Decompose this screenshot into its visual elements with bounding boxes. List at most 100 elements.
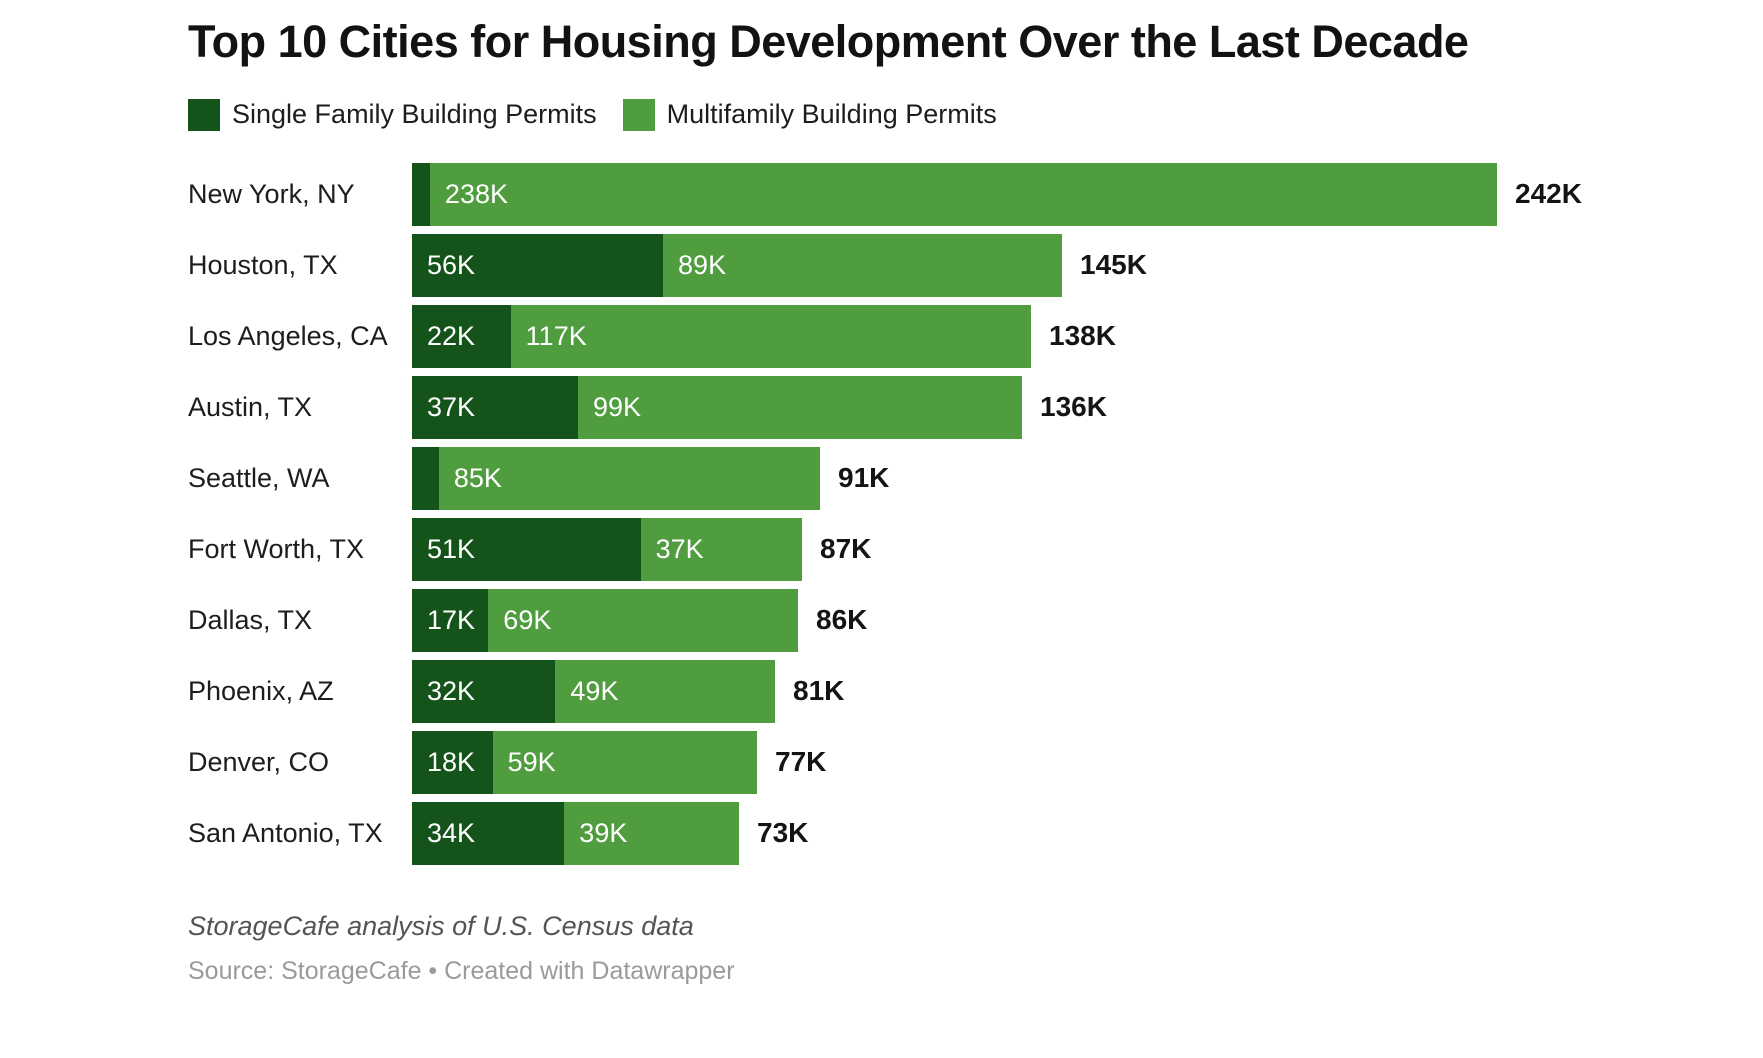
category-label: Fort Worth, TX [188,533,365,564]
bar-segment-multifamily: 39K [564,801,739,865]
bar-segment-value-label: 117K [525,320,587,351]
bar-segment-value-label: 85K [453,462,502,493]
bar-row: Phoenix, AZ 32K 49K 81K [188,659,1763,723]
category-label: Austin, TX [188,391,313,422]
bar-total-label: 73K [757,817,809,849]
bar-area: 34K 39K 73K [412,801,809,865]
category-label: Phoenix, AZ [188,675,334,706]
legend-label-single-family: Single Family Building Permits [232,99,597,130]
bar-segment-multifamily: 59K [492,730,757,794]
bar-track: 22K 117K [412,304,1031,368]
bar-row: New York, NY 238K 242K [188,162,1763,226]
bar-segment-value-label: 238K [444,178,508,209]
category-label: San Antonio, TX [188,817,383,848]
bar-segment-single-family: 34K [412,801,565,865]
bar-segment-multifamily: 117K [510,304,1031,368]
legend-item-multifamily: Multifamily Building Permits [622,98,997,131]
legend-swatch-multifamily [622,98,655,131]
bar-track: 37K 99K [412,375,1022,439]
bar-total-label: 86K [816,604,868,636]
bar-segment-multifamily: 238K [429,162,1497,226]
chart-footer: StorageCafe analysis of U.S. Census data… [188,911,1763,986]
bar-segment-single-family: 56K [412,233,664,297]
bar-segment-value-label: 99K [592,391,641,422]
bar-segment-value-label: 37K [655,533,704,564]
bar-row: Austin, TX 37K 99K 136K [188,375,1763,439]
bar-row: Dallas, TX 17K 69K 86K [188,588,1763,652]
bar-segment-single-family: 37K [412,375,578,439]
chart-title: Top 10 Cities for Housing Development Ov… [188,16,1469,67]
bar-area: 32K 49K 81K [412,659,845,723]
category-label: Seattle, WA [188,462,330,493]
category-label: Los Angeles, CA [188,320,388,351]
bar-segment-single-family: 17K [412,588,489,652]
legend: Single Family Building Permits Multifami… [188,98,1763,131]
bar-total-label: 145K [1080,249,1147,281]
chart-source: Source: StorageCafe • Created with Dataw… [188,956,735,985]
bar-total-label: 136K [1040,391,1107,423]
bar-total-label: 242K [1515,178,1582,210]
bar-track: 85K [412,446,820,510]
bar-segment-single-family [412,446,439,510]
legend-item-single-family: Single Family Building Permits [188,98,597,131]
bar-area: 37K 99K 136K [412,375,1107,439]
bar-track: 34K 39K [412,801,739,865]
bar-total-label: 138K [1049,320,1116,352]
bar-track: 18K 59K [412,730,757,794]
bar-total-label: 91K [838,462,890,494]
bar-row: Houston, TX 56K 89K 145K [188,233,1763,297]
bar-segment-value-label: 56K [427,249,476,280]
bar-segment-single-family: 51K [412,517,641,581]
bar-segment-value-label: 37K [427,391,476,422]
bar-segment-multifamily: 49K [555,659,775,723]
bar-area: 22K 117K 138K [412,304,1116,368]
bar-row: Fort Worth, TX 51K 37K 87K [188,517,1763,581]
bar-segment-single-family [412,162,430,226]
bar-segment-value-label: 34K [427,817,476,848]
bar-segment-multifamily: 69K [488,588,798,652]
bar-segment-single-family: 18K [412,730,493,794]
bar-chart: New York, NY 238K 242K Houston, TX [188,162,1763,865]
bar-area: 56K 89K 145K [412,233,1147,297]
bar-segment-value-label: 89K [678,249,727,280]
bar-segment-multifamily: 37K [640,517,802,581]
bar-segment-value-label: 69K [503,604,552,635]
bar-area: 51K 37K 87K [412,517,872,581]
category-label: Houston, TX [188,249,338,280]
bar-total-label: 87K [820,533,872,565]
bar-track: 238K [412,162,1497,226]
bar-segment-multifamily: 85K [438,446,820,510]
bar-segment-value-label: 59K [507,746,556,777]
bar-segment-value-label: 17K [427,604,476,635]
bar-track: 51K 37K [412,517,802,581]
legend-swatch-single-family [188,98,220,131]
bar-area: 18K 59K 77K [412,730,827,794]
bar-total-label: 77K [775,746,827,778]
bar-segment-value-label: 18K [427,746,476,777]
bar-segment-value-label: 49K [570,675,619,706]
bar-area: 17K 69K 86K [412,588,868,652]
chart-notes: StorageCafe analysis of U.S. Census data [188,910,694,941]
category-label: Dallas, TX [188,604,313,635]
bar-area: 85K 91K [412,446,890,510]
bar-segment-value-label: 22K [427,320,476,351]
bar-row: Seattle, WA 85K 91K [188,446,1763,510]
bar-segment-value-label: 39K [579,817,628,848]
bar-segment-single-family: 32K [412,659,556,723]
bar-track: 56K 89K [412,233,1062,297]
bar-row: San Antonio, TX 34K 39K 73K [188,801,1763,865]
bar-segment-value-label: 51K [427,533,476,564]
bar-track: 32K 49K [412,659,775,723]
bar-row: Los Angeles, CA 22K 117K 138K [188,304,1763,368]
bar-area: 238K 242K [412,162,1582,226]
bar-track: 17K 69K [412,588,798,652]
bar-segment-single-family: 22K [412,304,511,368]
bar-segment-value-label: 32K [427,675,476,706]
legend-label-multifamily: Multifamily Building Permits [666,99,997,130]
bar-segment-multifamily: 89K [663,233,1062,297]
bar-row: Denver, CO 18K 59K 77K [188,730,1763,794]
category-label: New York, NY [188,178,355,209]
bar-segment-multifamily: 99K [577,375,1022,439]
bar-total-label: 81K [793,675,845,707]
